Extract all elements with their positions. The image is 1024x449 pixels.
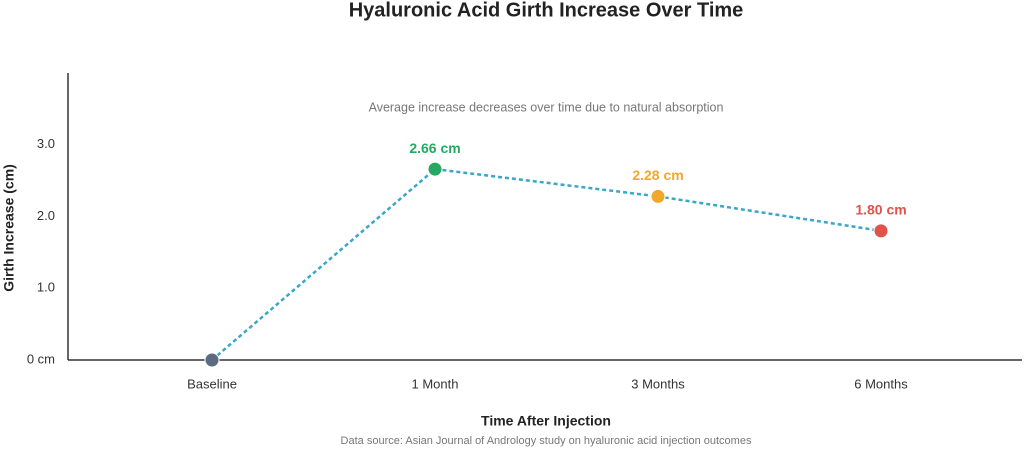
data-point: [427, 161, 443, 177]
x-tick-label: 3 Months: [631, 376, 685, 391]
x-tick-label: 1 Month: [412, 376, 459, 391]
data-label: 2.28 cm: [632, 167, 683, 183]
data-point: [873, 223, 889, 239]
x-tick-label: Baseline: [187, 376, 237, 391]
source-note: Data source: Asian Journal of Andrology …: [341, 435, 752, 447]
data-label: 2.66 cm: [409, 140, 460, 156]
annotation: Average increase decreases over time due…: [369, 100, 724, 114]
data-point: [650, 188, 666, 204]
data-point: [204, 352, 220, 368]
y-tick-label: 2.0: [37, 208, 55, 223]
chart-title: Hyaluronic Acid Girth Increase Over Time: [349, 0, 744, 21]
x-axis-label: Time After Injection: [481, 413, 611, 429]
data-label: 1.80 cm: [855, 202, 906, 218]
y-tick-label: 3.0: [37, 136, 55, 151]
series-line: [211, 167, 882, 361]
x-tick-label: 6 Months: [854, 376, 908, 391]
y-axis-label: Girth Increase (cm): [1, 164, 17, 292]
y-tick-label: 1.0: [37, 280, 55, 295]
y-tick-label: 0 cm: [27, 351, 55, 366]
